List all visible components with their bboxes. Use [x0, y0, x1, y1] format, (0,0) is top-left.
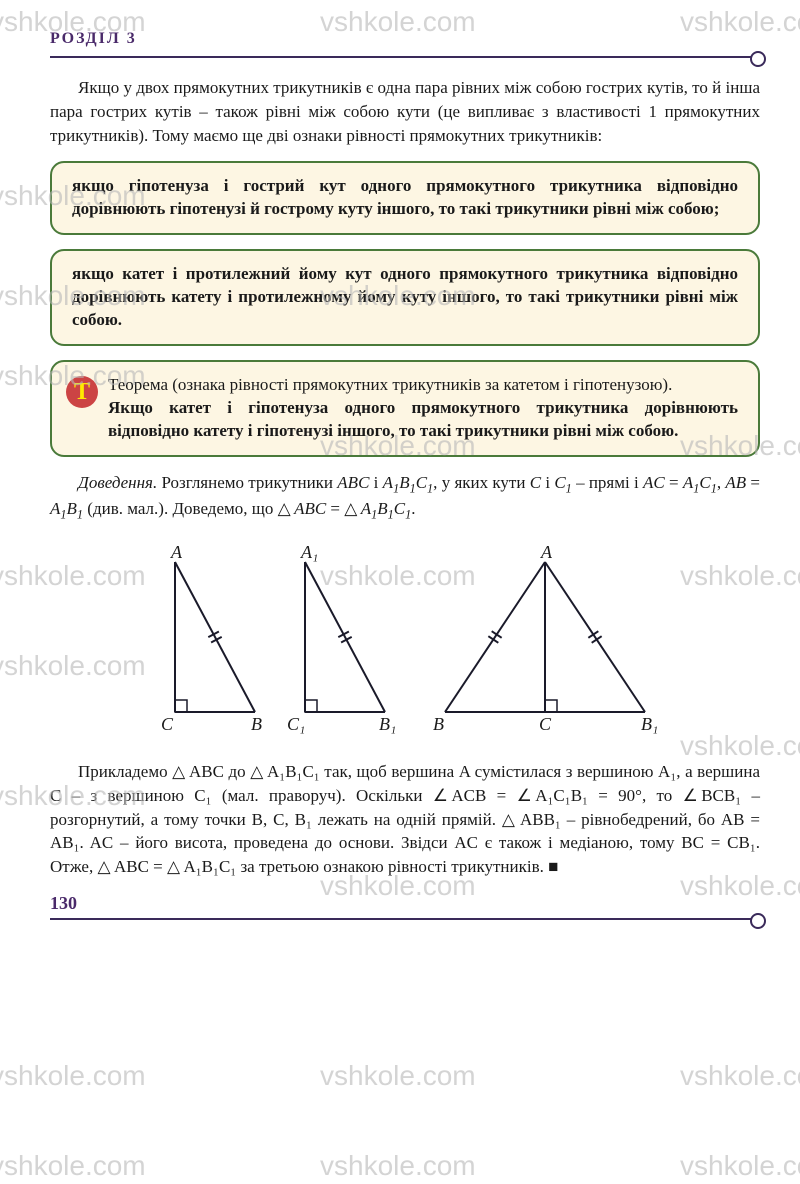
proof-paragraph-2: Прикладемо △ ABC до △ A₁B₁C₁ так, щоб ве… [50, 760, 760, 879]
svg-text:C: C [539, 714, 552, 734]
svg-text:A: A [170, 542, 183, 562]
svg-text:C: C [161, 714, 174, 734]
theorem-title: Теорема (ознака рівності прямокутних три… [108, 375, 672, 394]
svg-text:B: B [251, 714, 262, 734]
page-number: 130 [50, 893, 760, 914]
svg-text:B₁: B₁ [379, 714, 396, 734]
triangle-figures: A C B A₁ C₁ B₁ A B C B₁ [50, 542, 760, 742]
intro-paragraph: Якщо у двох прямокутних трикутників є од… [50, 76, 760, 147]
svg-text:C₁: C₁ [287, 714, 305, 734]
section-label: РОЗДІЛ 3 [50, 30, 760, 48]
triangles-svg: A C B A₁ C₁ B₁ A B C B₁ [145, 542, 665, 742]
svg-text:B: B [433, 714, 444, 734]
header-rule [50, 56, 760, 58]
footer-rule [50, 918, 760, 920]
theorem-body: Якщо катет і гіпотенуза одного прямокутн… [108, 398, 738, 440]
svg-text:B₁: B₁ [641, 714, 658, 734]
svg-text:A: A [540, 542, 553, 562]
proof-paragraph-1: Доведення. Розглянемо трикутники ABC і A… [50, 471, 760, 524]
callout-hypotenuse-angle: якщо гіпотенуза і гострий кут одного пря… [50, 161, 760, 235]
svg-text:A₁: A₁ [300, 542, 318, 562]
callout-leg-opposite-angle: якщо катет і протилежний йому кут одного… [50, 249, 760, 346]
theorem-box: Т Теорема (ознака рівності прямокутних т… [50, 360, 760, 457]
theorem-icon: Т [66, 376, 98, 408]
